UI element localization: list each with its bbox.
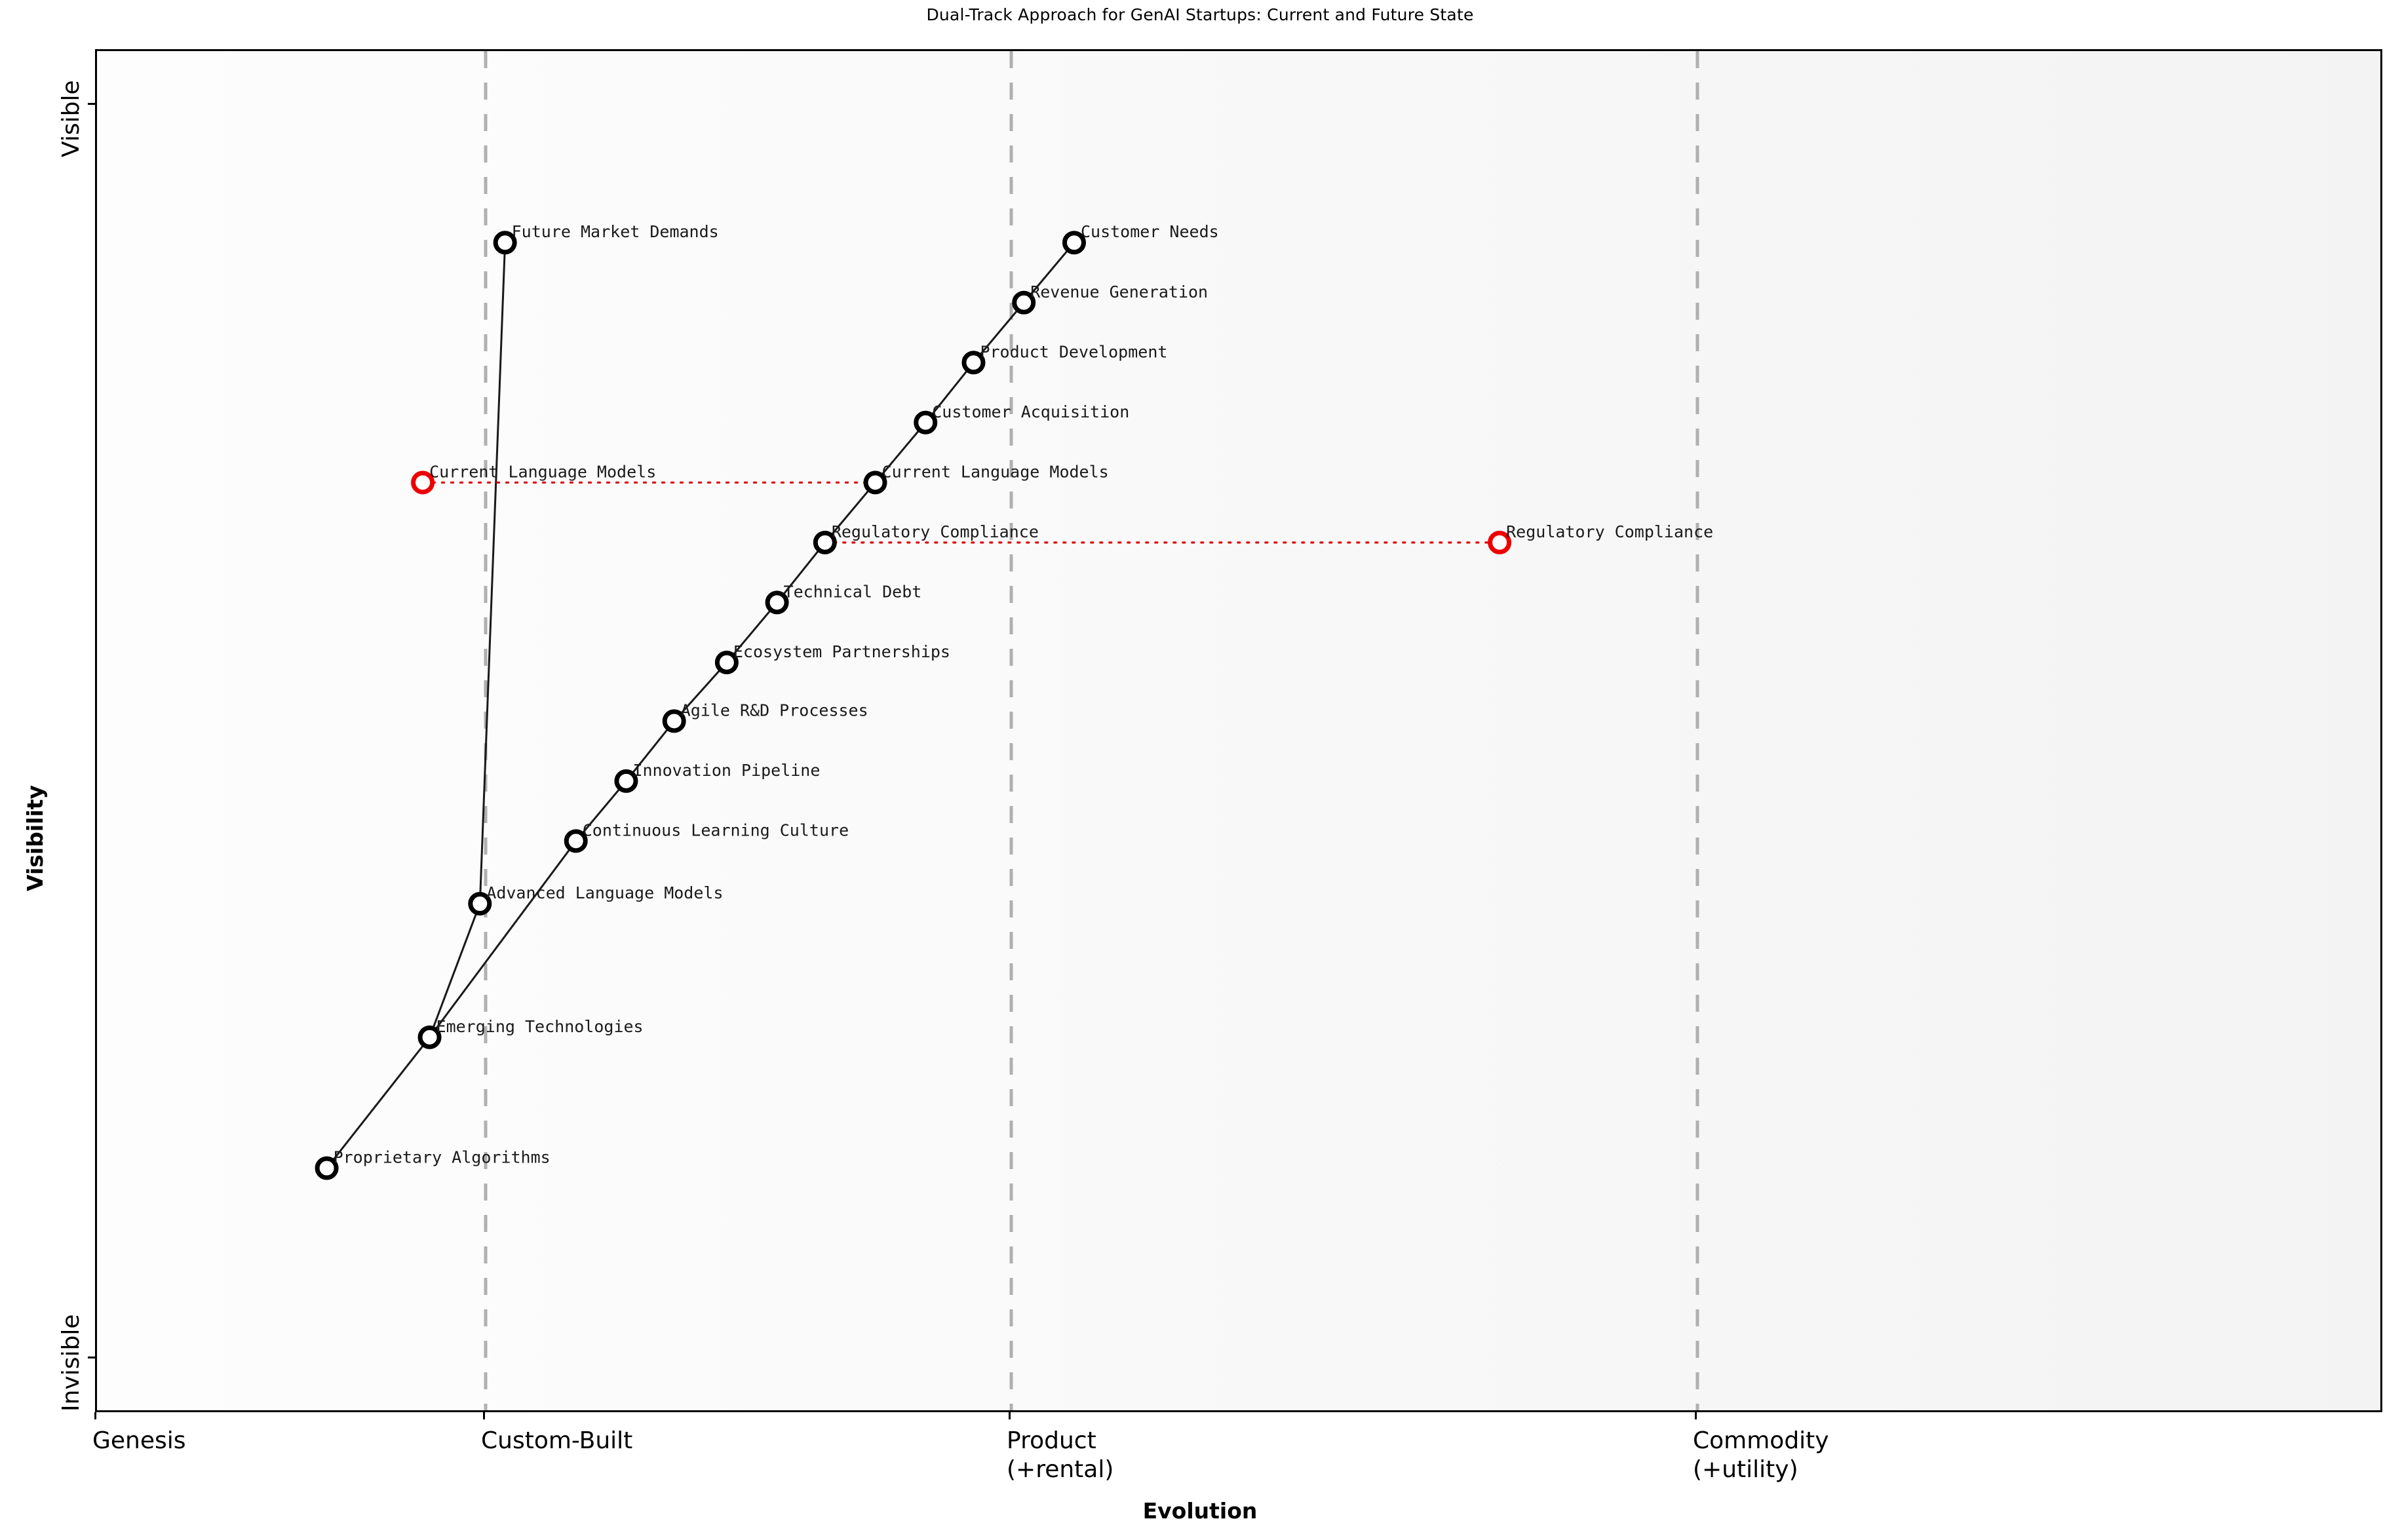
node-continuous-learning-culture[interactable] [564, 829, 588, 853]
value-chain-link [478, 242, 507, 904]
node-label-agile-rd-processes: Agile R&D Processes [681, 701, 868, 720]
component-label-group: Proprietary Algorithms Emerging Technolog… [334, 222, 1714, 1166]
node-label-continuous-learning-culture: Continuous Learning Culture [583, 820, 849, 839]
value-chain-link [726, 602, 778, 663]
y-tick-label-visible: Visible [58, 80, 85, 158]
x-tick-label-2: Product (+rental) [1007, 1427, 1113, 1484]
node-label-revenue-generation: Revenue Generation [1030, 282, 1208, 301]
value-chain-link [673, 661, 727, 722]
node-label-customer-acquisition: Customer Acquisition [932, 402, 1129, 421]
node-product-development[interactable] [961, 351, 986, 375]
node-label-current-language-models-target: Current Language Models [429, 462, 656, 481]
x-tick-label-line1: Product [1007, 1427, 1096, 1454]
node-ecosystem-partnerships[interactable] [714, 650, 739, 674]
node-innovation-pipeline[interactable] [614, 769, 638, 793]
y-tick-mark-0 [88, 102, 95, 105]
value-chain-link [429, 903, 481, 1038]
node-label-advanced-language-models: Advanced Language Models [486, 883, 723, 902]
node-revenue-generation[interactable] [1012, 290, 1036, 315]
x-tick-label-line2: (+rental) [1007, 1455, 1114, 1483]
node-label-future-market-demands: Future Market Demands [512, 222, 719, 241]
value-chain-link [326, 1036, 431, 1169]
x-tick-label-line1: Commodity [1693, 1427, 1829, 1454]
x-tick-mark-1 [482, 1412, 485, 1419]
value-chain-link [776, 541, 826, 604]
node-label-emerging-technologies: Emerging Technologies [436, 1017, 644, 1036]
movement-arrow-group [421, 481, 1501, 544]
x-tick-label-line1: Custom-Built [481, 1427, 633, 1454]
page-title: Dual-Track Approach for GenAI Startups: … [926, 5, 1474, 24]
component-node-group [315, 231, 1512, 1180]
value-chain-link [429, 840, 577, 1038]
node-current-language-models[interactable] [863, 471, 887, 495]
node-label-customer-needs: Customer Needs [1081, 222, 1219, 241]
y-tick-mark-1 [88, 1357, 95, 1359]
node-label-product-development: Product Development [980, 342, 1167, 361]
node-future-market-demands[interactable] [493, 231, 517, 255]
evolution-divider-group [484, 51, 1699, 1410]
x-tick-label-3: Commodity (+utility) [1693, 1427, 1829, 1484]
x-tick-label-line2: (+utility) [1693, 1455, 1798, 1483]
node-label-regulatory-compliance-target: Regulatory Compliance [1506, 522, 1713, 541]
y-tick-label-invisible: Invisible [58, 1314, 85, 1412]
node-label-technical-debt: Technical Debt [784, 582, 922, 601]
node-current-language-models-target[interactable] [411, 471, 435, 495]
value-chain-link [575, 780, 627, 842]
node-proprietary-algorithms[interactable] [315, 1156, 339, 1180]
node-advanced-language-models[interactable] [468, 892, 492, 916]
node-label-proprietary-algorithms: Proprietary Algorithms [334, 1148, 551, 1167]
value-chain-link [824, 482, 876, 543]
value-chain-link [874, 421, 927, 484]
node-label-current-language-models: Current Language Models [882, 462, 1109, 481]
x-tick-label-0: Genesis [92, 1427, 186, 1455]
x-tick-mark-0 [94, 1412, 96, 1419]
node-regulatory-compliance-target[interactable] [1488, 530, 1512, 554]
value-chain-link [1023, 242, 1075, 303]
node-label-innovation-pipeline: Innovation Pipeline [632, 761, 820, 780]
x-axis-title: Evolution [1142, 1498, 1258, 1524]
x-tick-label-1: Custom-Built [481, 1427, 632, 1455]
node-regulatory-compliance[interactable] [813, 530, 837, 554]
y-axis-title: Visibility [22, 784, 48, 891]
node-label-ecosystem-partnerships: Ecosystem Partnerships [733, 642, 950, 661]
map-canvas: Proprietary Algorithms Emerging Technolog… [315, 51, 1714, 1410]
node-customer-acquisition[interactable] [914, 410, 938, 434]
value-chain-link [925, 362, 975, 423]
node-label-regulatory-compliance: Regulatory Compliance [832, 522, 1039, 541]
x-tick-mark-3 [1694, 1412, 1697, 1419]
value-chain-link [973, 301, 1025, 364]
value-chain-link [625, 720, 675, 782]
node-emerging-technologies[interactable] [417, 1025, 442, 1049]
value-chain-link-group [326, 242, 1075, 1169]
plot-area: Proprietary Algorithms Emerging Technolog… [95, 49, 2382, 1412]
node-customer-needs[interactable] [1062, 231, 1086, 255]
x-tick-mark-2 [1008, 1412, 1011, 1419]
x-tick-label-line1: Genesis [92, 1427, 186, 1454]
node-agile-rd-processes[interactable] [662, 709, 686, 733]
node-technical-debt[interactable] [765, 590, 789, 615]
